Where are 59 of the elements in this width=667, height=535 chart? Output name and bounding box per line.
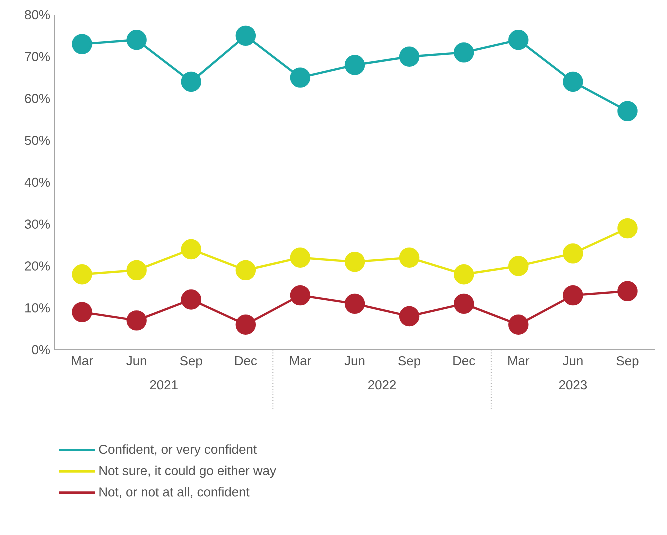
point [236,26,256,46]
point [454,42,474,63]
x-tick-label: Jun [126,356,146,366]
point [72,34,92,54]
y-tick-label: 80% [25,10,50,20]
text: 2021 [150,380,178,390]
point [344,294,366,314]
y-tick-label: 10% [26,304,50,313]
y-tick-label: 70% [25,52,50,62]
point [618,218,638,239]
point [290,248,311,268]
legend-label: Not sure, it could go either way [100,466,276,478]
legend-label: Confident, or very confident [99,444,257,457]
point [399,248,420,268]
x-tick-label: Dec [235,356,258,366]
x-tick-label: Sep [616,356,639,368]
point [72,302,92,322]
point [618,281,638,302]
point [563,244,584,264]
y-tick-label: 60% [25,94,50,104]
point [454,264,474,285]
point [399,306,420,327]
x-tick-label: Mar [72,356,94,366]
x-tick-label: Sep [180,356,202,368]
point [181,239,202,260]
point [181,290,202,310]
point [126,260,147,281]
point [454,294,474,314]
y-tick-label: 40% [24,178,50,188]
x-tick-label: Mar [290,356,312,366]
x-tick-label: Sep [398,356,421,368]
y-tick-label: 30% [25,220,50,229]
point [126,30,147,50]
point [563,72,584,92]
point [344,55,366,76]
point [290,68,311,88]
point [618,101,638,122]
point [399,46,420,67]
point [126,310,147,331]
x-tick-label: Mar [508,356,530,366]
point [236,314,256,335]
y-tick-label: 0% [32,345,50,355]
x-tick-label: Jun [344,356,365,366]
point [508,256,529,276]
text: 2022 [368,380,396,390]
legend-label: Not, or not at all, confident [100,487,250,498]
y-tick-label: 20% [25,262,50,271]
point [344,252,366,272]
point [72,264,92,285]
point [508,30,529,50]
point [236,260,256,281]
text: 2023 [559,380,588,390]
point [508,314,529,335]
x-tick-label: Jun [562,356,583,366]
point [181,72,202,92]
x-tick-label: Dec [454,356,476,366]
point [563,285,584,306]
point [290,285,311,306]
y-tick-label: 50% [25,136,50,146]
